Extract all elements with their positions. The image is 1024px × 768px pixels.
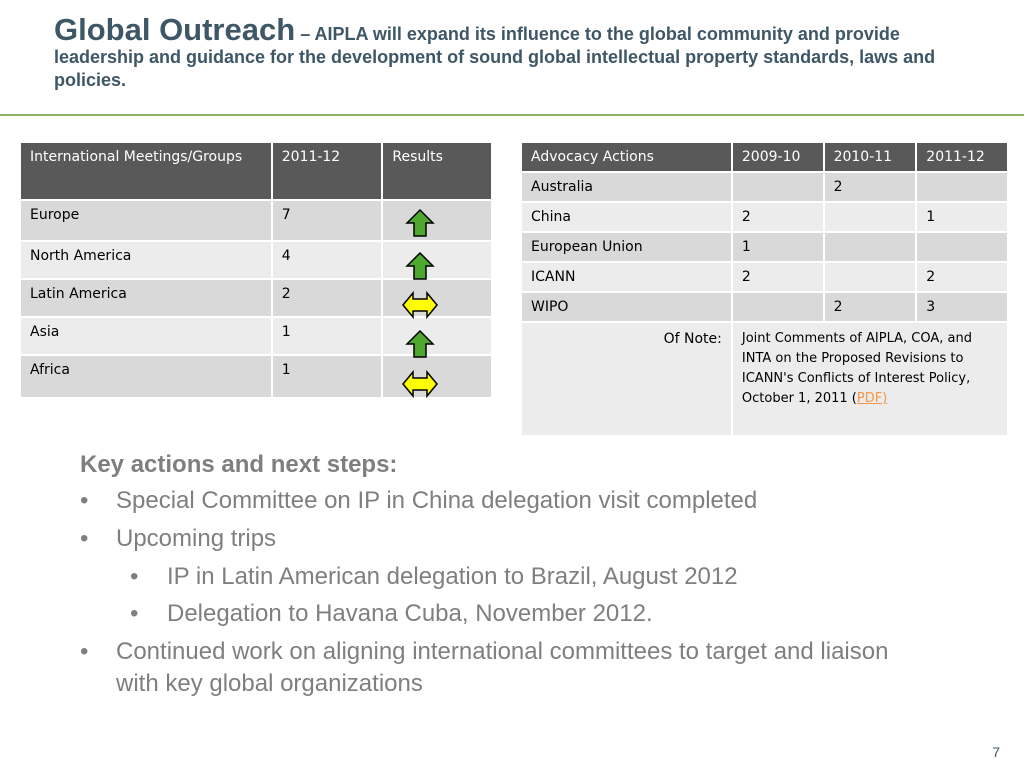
cell: 4: [270, 240, 384, 280]
cell: China: [520, 201, 733, 233]
cell: North America: [19, 240, 273, 280]
header-cell: 2011-12: [915, 141, 1009, 173]
header-cell: Results: [381, 141, 493, 201]
title: Global Outreach: [54, 12, 296, 47]
header-row: International Meetings/Groups 2011-12 Resu…: [19, 141, 493, 201]
cell: 1: [730, 231, 825, 263]
cell: 3: [915, 291, 1009, 323]
row: ICANN 2 2: [520, 261, 1009, 293]
cell: [730, 171, 825, 203]
cell: ICANN: [520, 261, 733, 293]
cell: [822, 231, 918, 263]
cell: 1: [270, 354, 384, 399]
row: Asia 1: [19, 316, 493, 356]
note-cell: Joint Comments of AIPLA, COA, and INTA o…: [730, 321, 1010, 437]
title-block: Global Outreach – AIPLA will expand its …: [54, 14, 954, 92]
key-heading: Key actions and next steps:: [80, 451, 398, 478]
bullet: •: [80, 638, 89, 665]
cell: 7: [270, 199, 384, 242]
result-cell: [381, 199, 493, 242]
result-cell: [381, 240, 493, 280]
cell: [822, 261, 918, 293]
cell: [915, 171, 1009, 203]
bullet-text: Delegation to Havana Cuba, November 2012…: [167, 600, 653, 627]
up-arrow: [405, 329, 435, 358]
row: WIPO 2 3: [520, 291, 1009, 323]
cell: Australia: [520, 171, 733, 203]
level-arrow: [402, 290, 438, 320]
bullet-text: Upcoming trips: [116, 525, 277, 552]
bullet-text: IP in Latin American delegation to Brazi…: [167, 563, 738, 590]
header-cell: Advocacy Actions: [520, 141, 733, 173]
bullet: •: [130, 600, 139, 627]
cell: European Union: [520, 231, 733, 263]
up-arrow: [405, 208, 435, 237]
row: Australia 2: [520, 171, 1009, 203]
row: North America 4: [19, 240, 493, 280]
note-row: Of Note: Joint Comments of AIPLA, COA, an…: [520, 321, 1010, 437]
header-cell: 2009-10: [730, 141, 825, 173]
divider: [0, 114, 1024, 116]
header-cell: 2011-12: [270, 141, 384, 201]
row: Europe 7: [19, 199, 493, 242]
result-cell: [381, 278, 493, 318]
header-cell: 2010-11: [822, 141, 918, 173]
bullet-text: Continued work on aligning international…: [116, 638, 889, 697]
header-cell: International Meetings/Groups: [19, 141, 273, 201]
cell: 1: [915, 201, 1009, 233]
cell: [822, 201, 918, 233]
result-cell: [381, 316, 493, 356]
cell: Europe: [19, 199, 273, 242]
cell: 2: [730, 261, 825, 293]
cell: Asia: [19, 316, 273, 356]
cell: 1: [270, 316, 384, 356]
cell: 2: [915, 261, 1009, 293]
bullet: •: [130, 563, 139, 590]
meetings-table: International Meetings/Groups 2011-12 Resu…: [19, 141, 493, 399]
note-text: Joint Comments of AIPLA, COA, and INTA o…: [741, 331, 972, 406]
row: China 2 1: [520, 201, 1009, 233]
page-number: 7: [992, 744, 1000, 760]
advocacy-table: Advocacy Actions 2009-10 2010-11 2011-12 Aus…: [520, 141, 1010, 437]
cell: [915, 231, 1009, 263]
row: Latin America 2: [19, 278, 493, 318]
row: European Union 1: [520, 231, 1009, 263]
subtitle: – AIPLA will expand its influence to the…: [54, 24, 936, 90]
bullet: •: [80, 487, 89, 514]
cell: [730, 291, 825, 323]
up-arrow: [405, 251, 435, 280]
cell: Africa: [19, 354, 273, 399]
level-arrow: [402, 369, 438, 399]
result-cell: [381, 354, 493, 399]
note-label: Of Note:: [520, 321, 733, 437]
cell: 2: [822, 291, 918, 323]
header-row: Advocacy Actions 2009-10 2010-11 2011-12: [520, 141, 1009, 173]
cell: Latin America: [19, 278, 273, 318]
cell: 2: [270, 278, 384, 318]
row: Africa 1: [19, 354, 493, 399]
cell: WIPO: [520, 291, 733, 323]
pdf-link[interactable]: PDF): [856, 391, 888, 406]
cell: 2: [730, 201, 825, 233]
bullet: •: [80, 525, 89, 552]
bullet-text: Special Committee on IP in China delegat…: [116, 487, 758, 514]
cell: 2: [822, 171, 918, 203]
